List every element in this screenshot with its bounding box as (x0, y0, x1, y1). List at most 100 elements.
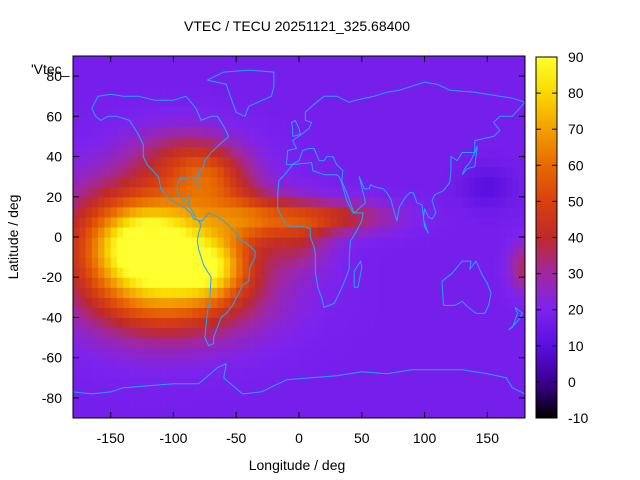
heatmap-cell (324, 267, 331, 278)
heatmap-cell (368, 196, 375, 208)
heatmap-cell (481, 136, 488, 148)
heatmap-cell (286, 146, 294, 158)
heatmap-cell (91, 156, 99, 168)
heatmap-cell (98, 196, 105, 208)
heatmap-cell (236, 116, 244, 127)
heatmap-cell (380, 116, 388, 127)
heatmap-cell (330, 136, 338, 148)
heatmap-cell (173, 206, 181, 218)
heatmap-cell (349, 397, 357, 409)
heatmap-cell (518, 166, 525, 178)
heatmap-cell (248, 186, 256, 198)
heatmap-cell (380, 277, 388, 288)
heatmap-cell (73, 327, 80, 339)
heatmap-cell (123, 397, 131, 409)
heatmap-cell (173, 237, 181, 248)
heatmap-cell (437, 116, 444, 127)
heatmap-cell (405, 106, 413, 117)
heatmap-cell (443, 176, 451, 188)
coastline-australia (441, 260, 492, 314)
heatmap-cell (236, 337, 244, 349)
heatmap-cell (374, 86, 382, 97)
heatmap-cell (148, 407, 156, 418)
heatmap-cell (142, 357, 149, 369)
heatmap-cell (204, 156, 212, 168)
heatmap-cell (79, 367, 87, 379)
heatmap-cell (148, 367, 156, 379)
heatmap-cell (179, 66, 187, 77)
heatmap-cell (255, 317, 262, 329)
heatmap-cell (142, 237, 149, 248)
heatmap-cell (173, 126, 181, 138)
heatmap-cell (135, 377, 143, 389)
heatmap-cell (248, 196, 256, 208)
heatmap-cell (280, 287, 288, 298)
heatmap-cell (506, 146, 514, 158)
heatmap-cell (474, 307, 482, 319)
heatmap-cell (242, 86, 250, 97)
heatmap-cell (336, 66, 344, 77)
heatmap-cell (324, 327, 331, 339)
heatmap-cell (462, 407, 470, 418)
heatmap-cell (148, 166, 156, 178)
heatmap-cell (229, 347, 237, 359)
heatmap-cell (223, 327, 231, 339)
heatmap-cell (267, 337, 275, 349)
heatmap-cell (148, 106, 156, 117)
heatmap-cell (223, 317, 231, 329)
heatmap-cell (355, 367, 363, 379)
heatmap-cell (280, 86, 288, 97)
heatmap-cell (349, 186, 357, 198)
heatmap-cell (361, 237, 369, 248)
heatmap-cell (487, 216, 495, 228)
heatmap-cell (91, 307, 99, 319)
heatmap-cell (399, 116, 407, 127)
heatmap-cell (192, 106, 200, 117)
heatmap-cell (73, 397, 80, 409)
heatmap-cell (336, 146, 344, 158)
heatmap-cell (229, 186, 237, 198)
heatmap-cell (116, 106, 124, 117)
heatmap-cell (98, 176, 105, 188)
heatmap-cell (349, 347, 357, 359)
heatmap-cell (481, 126, 488, 138)
heatmap-cell (418, 56, 426, 67)
heatmap-cell (311, 377, 319, 389)
heatmap-cell (518, 86, 525, 97)
heatmap-cell (91, 297, 99, 308)
heatmap-cell (374, 96, 382, 107)
heatmap-cell (412, 146, 419, 158)
heatmap-cell (110, 297, 118, 308)
heatmap-cell (223, 126, 231, 138)
heatmap-cell (85, 116, 93, 127)
heatmap-cell (186, 277, 193, 288)
heatmap-cell (217, 367, 225, 379)
heatmap-cell (487, 56, 495, 67)
heatmap-cell (399, 226, 407, 238)
heatmap-cell (499, 297, 507, 308)
heatmap-cell (261, 247, 269, 258)
heatmap-cell (236, 146, 244, 158)
heatmap-cell (399, 407, 407, 418)
heatmap-cell (299, 76, 306, 87)
heatmap-cell (123, 377, 131, 389)
heatmap-cell (474, 116, 482, 127)
heatmap-cell (192, 176, 200, 188)
heatmap-cell (455, 317, 463, 329)
heatmap-cell (468, 166, 476, 178)
heatmap-cell (455, 237, 463, 248)
heatmap-cell (91, 237, 99, 248)
heatmap-cell (481, 66, 488, 77)
heatmap-cell (204, 237, 212, 248)
heatmap-cell (481, 166, 488, 178)
heatmap-cell (299, 347, 306, 359)
heatmap-cell (280, 56, 288, 67)
heatmap-cell (79, 196, 87, 208)
heatmap-cell (462, 216, 470, 228)
heatmap-cell (424, 56, 432, 67)
heatmap-cell (123, 86, 131, 97)
heatmap-cell (317, 397, 325, 409)
heatmap-cell (173, 307, 181, 319)
